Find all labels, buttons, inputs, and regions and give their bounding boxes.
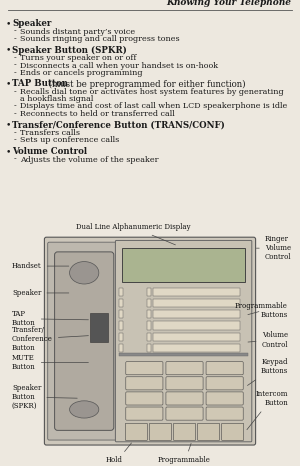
FancyBboxPatch shape (48, 242, 118, 440)
FancyBboxPatch shape (126, 407, 163, 420)
FancyBboxPatch shape (206, 407, 243, 420)
Text: a hookflash signal: a hookflash signal (20, 95, 93, 103)
Bar (153, 333, 240, 341)
Text: Reconnects to held or transferred call: Reconnects to held or transferred call (20, 110, 175, 118)
Text: TAP Button: TAP Button (12, 80, 68, 89)
Text: MUTE
Button: MUTE Button (12, 354, 88, 371)
Text: -: - (14, 137, 17, 144)
Text: Transfers calls: Transfers calls (20, 129, 80, 137)
Bar (153, 299, 240, 307)
FancyBboxPatch shape (126, 377, 163, 390)
Text: Dual Line Alphanumeric Display: Dual Line Alphanumeric Display (76, 223, 190, 245)
Text: Displays time and cost of last call when LCD speakerphone is idle: Displays time and cost of last call when… (20, 103, 287, 110)
FancyBboxPatch shape (149, 424, 172, 440)
Bar (90, 313, 108, 342)
Bar (147, 344, 151, 352)
Bar (119, 333, 123, 341)
Bar (153, 322, 240, 329)
Text: -: - (14, 103, 17, 110)
Text: Speaker: Speaker (12, 19, 51, 28)
Text: Disconnects a call when your handset is on-hook: Disconnects a call when your handset is … (20, 62, 218, 69)
FancyBboxPatch shape (206, 377, 243, 390)
Text: TAP
Button: TAP Button (12, 310, 88, 327)
Text: Handset: Handset (12, 262, 69, 270)
Bar (147, 288, 151, 296)
FancyBboxPatch shape (126, 362, 163, 375)
Text: •: • (6, 147, 11, 156)
Text: Sets up conference calls: Sets up conference calls (20, 137, 119, 144)
Text: -: - (14, 156, 17, 164)
FancyBboxPatch shape (116, 240, 252, 442)
FancyBboxPatch shape (44, 237, 256, 445)
Text: -: - (14, 110, 17, 118)
Bar (119, 299, 123, 307)
FancyBboxPatch shape (173, 424, 196, 440)
Bar (147, 333, 151, 341)
Text: Sounds distant party’s voice: Sounds distant party’s voice (20, 27, 135, 35)
Text: -: - (14, 27, 17, 35)
Bar (119, 322, 123, 329)
FancyBboxPatch shape (206, 392, 243, 405)
Bar (119, 344, 123, 352)
FancyBboxPatch shape (206, 362, 243, 375)
FancyBboxPatch shape (166, 407, 203, 420)
Text: Turns your speaker on or off: Turns your speaker on or off (20, 54, 136, 62)
Text: Transfer/
Conference
Button: Transfer/ Conference Button (12, 326, 88, 352)
FancyBboxPatch shape (166, 392, 203, 405)
Text: Speaker Button (SPKR): Speaker Button (SPKR) (12, 46, 127, 55)
Text: Keypad
Buttons: Keypad Buttons (248, 358, 288, 385)
Bar (147, 322, 151, 329)
Bar (122, 248, 245, 282)
Text: Hold
Button: Hold Button (102, 443, 131, 466)
Text: -: - (14, 35, 17, 43)
Text: •: • (6, 80, 11, 89)
Text: -: - (14, 69, 17, 77)
Text: Knowing Your Telephone: Knowing Your Telephone (166, 0, 291, 7)
Bar (147, 299, 151, 307)
Bar (153, 344, 240, 352)
Text: Volume
Control: Volume Control (248, 331, 288, 349)
Text: •: • (6, 19, 11, 28)
Bar (119, 310, 123, 318)
Text: Programmable
Buttons: Programmable Buttons (235, 302, 288, 320)
Ellipse shape (70, 261, 99, 284)
Text: Ends or cancels programming: Ends or cancels programming (20, 69, 142, 77)
Text: Speaker
Button
(SPKR): Speaker Button (SPKR) (12, 384, 77, 411)
Bar (119, 288, 123, 296)
Text: Transfer/Conference Button (TRANS/CONF): Transfer/Conference Button (TRANS/CONF) (12, 121, 225, 130)
Bar (147, 310, 151, 318)
Bar (153, 288, 240, 296)
Text: •: • (6, 121, 11, 130)
Text: -: - (14, 88, 17, 96)
Text: Programmable
Buttons: Programmable Buttons (157, 444, 210, 466)
FancyBboxPatch shape (55, 252, 114, 431)
Text: Recalls dial tone or activates host system features by generating: Recalls dial tone or activates host syst… (20, 88, 284, 96)
FancyBboxPatch shape (166, 377, 203, 390)
Text: •: • (6, 46, 11, 55)
Text: -: - (14, 62, 17, 69)
FancyBboxPatch shape (166, 362, 203, 375)
Text: -: - (14, 129, 17, 137)
FancyBboxPatch shape (222, 424, 244, 440)
Text: Adjusts the volume of the speaker: Adjusts the volume of the speaker (20, 156, 158, 164)
Text: Speaker: Speaker (12, 289, 69, 297)
FancyBboxPatch shape (125, 424, 147, 440)
FancyBboxPatch shape (126, 392, 163, 405)
Text: -: - (14, 54, 17, 62)
FancyBboxPatch shape (197, 424, 220, 440)
Text: Ringer
Volume
Control: Ringer Volume Control (256, 235, 291, 261)
Ellipse shape (70, 401, 99, 418)
Bar (119, 353, 248, 356)
Text: (must be preprogrammed for either function): (must be preprogrammed for either functi… (46, 80, 245, 89)
Bar (153, 310, 240, 318)
Text: Intercom
Button: Intercom Button (247, 390, 288, 430)
Text: Volume Control: Volume Control (12, 147, 87, 156)
Text: Sounds ringing and call progress tones: Sounds ringing and call progress tones (20, 35, 180, 43)
